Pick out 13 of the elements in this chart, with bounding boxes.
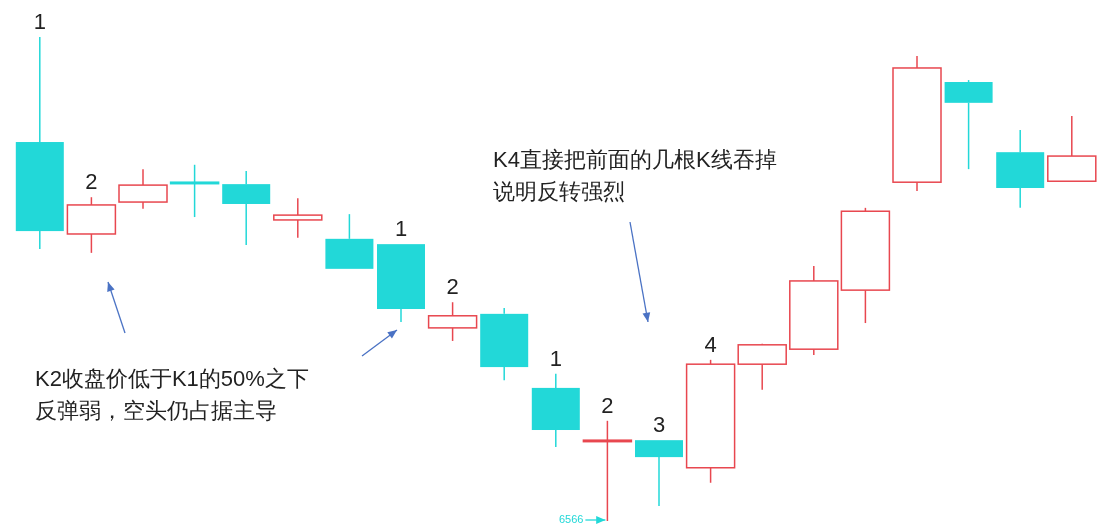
annotation: K4直接把前面的几根K线吞掉: [493, 147, 777, 172]
text: 2: [446, 274, 459, 300]
text: 1: [33, 9, 46, 34]
text: 2: [601, 392, 614, 418]
text: 2: [85, 169, 98, 195]
annotation: K2收盘价低于K1的50%之下: [35, 366, 309, 391]
text: 3: [652, 412, 666, 438]
annotation: 反弹弱，空头仍占据主导: [35, 398, 277, 423]
annotation: 说明反转强烈: [493, 179, 625, 204]
text: 1: [549, 345, 562, 371]
text: 1: [394, 216, 408, 242]
annotation: 6566: [558, 513, 584, 525]
text: 4: [704, 331, 717, 357]
